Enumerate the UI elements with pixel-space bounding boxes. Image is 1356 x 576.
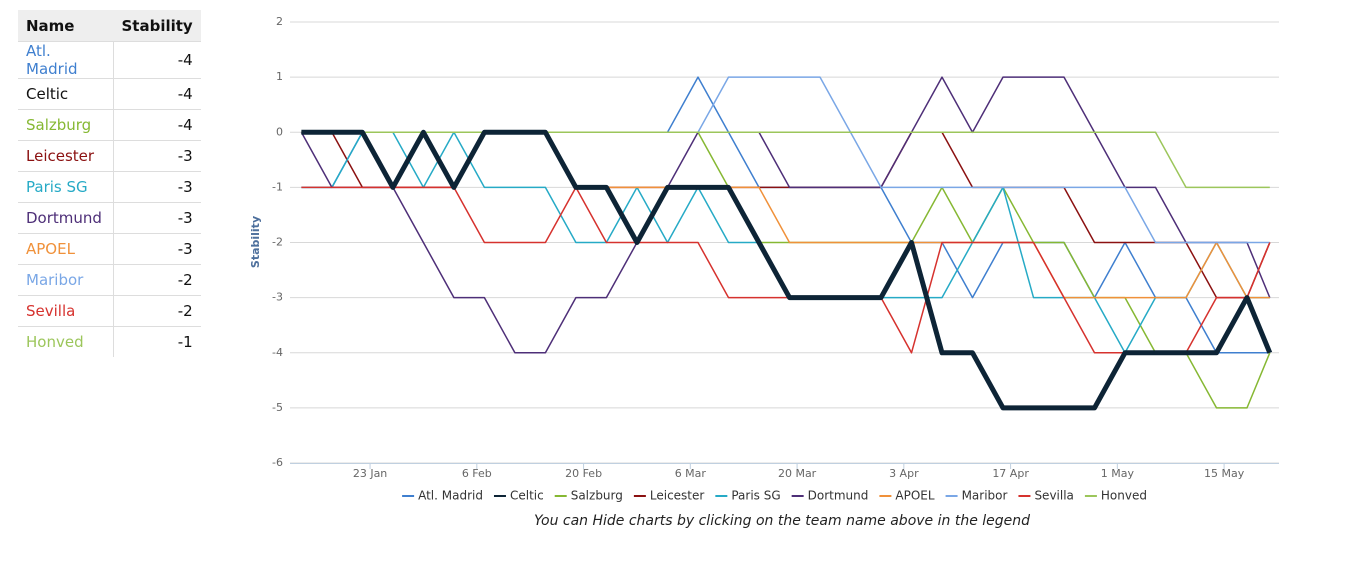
- team-name: APOEL: [18, 233, 114, 265]
- table-row: Paris SG -3: [18, 171, 201, 203]
- stability-value: -2: [113, 264, 201, 296]
- table-row: Maribor -2: [18, 264, 201, 296]
- legend: Atl. Madrid Celtic Salzburg Leicester Paris …: [402, 489, 1147, 503]
- table-row: Atl. Madrid -4: [18, 41, 201, 79]
- team-name: Celtic: [18, 78, 114, 110]
- series-line: [301, 76, 1270, 244]
- header-cell: Name: [18, 10, 114, 42]
- stability-value: -4: [113, 78, 201, 110]
- team-name: Salzburg: [18, 109, 114, 141]
- x-tick-label: 3 Apr: [889, 467, 919, 480]
- y-tick-label: 0: [276, 125, 283, 138]
- y-tick-label: 2: [276, 15, 283, 28]
- header-row: Name Stability: [18, 10, 201, 42]
- stability-value: -3: [113, 140, 201, 172]
- y-tick-label: -5: [272, 401, 283, 414]
- y-tick-label: -3: [272, 291, 283, 304]
- series-line: [300, 76, 1271, 354]
- legend-label: Salzburg: [571, 489, 623, 503]
- table-row: Sevilla -2: [18, 295, 201, 327]
- y-tick-label: 1: [276, 70, 283, 83]
- series-line: [301, 129, 1273, 411]
- series-line: [301, 76, 1270, 354]
- y-tick-label: -6: [272, 456, 283, 469]
- legend-label: Atl. Madrid: [418, 489, 483, 503]
- x-tick-label: 6 Mar: [675, 467, 707, 480]
- legend-item[interactable]: Paris SG: [715, 489, 781, 503]
- x-tick-label: 6 Feb: [462, 467, 492, 480]
- x-tick-label: 23 Jan: [353, 467, 387, 480]
- legend-item[interactable]: Leicester: [633, 489, 705, 503]
- legend-label: Leicester: [650, 489, 705, 503]
- stability-value: -3: [113, 202, 201, 234]
- x-tick-label: 17 Apr: [992, 467, 1029, 480]
- table-row: APOEL -3: [18, 233, 201, 265]
- legend-item[interactable]: Dortmund: [791, 489, 869, 503]
- table-row: Leicester -3: [18, 140, 201, 172]
- x-tick-label: 20 Feb: [565, 467, 602, 480]
- note: You can Hide charts by clicking on the t…: [534, 513, 1030, 529]
- team-name: Paris SG: [18, 171, 114, 203]
- series-line: [301, 131, 1271, 299]
- legend-label: APOEL: [895, 489, 934, 503]
- team-name: Sevilla: [18, 295, 114, 327]
- legend-label: Paris SG: [731, 489, 780, 503]
- legend-item[interactable]: Atl. Madrid: [402, 489, 483, 503]
- stability-table: Name Stability Atl. Madrid -4 Celtic -4 Salz…: [18, 10, 201, 357]
- table-row: Dortmund -3: [18, 202, 201, 234]
- table-row: Celtic -4: [18, 78, 201, 110]
- team-name: Honved: [18, 326, 114, 357]
- team-name: Leicester: [18, 140, 114, 172]
- y-tick-label: -1: [272, 180, 283, 193]
- legend-item[interactable]: Celtic: [493, 489, 544, 503]
- y-tick-label: -4: [272, 346, 283, 359]
- stability-value: -1: [113, 326, 201, 357]
- stability-value: -4: [113, 41, 201, 79]
- legend-item[interactable]: Sevilla: [1018, 489, 1074, 503]
- stability-value: -4: [113, 109, 201, 141]
- stability-value: -2: [113, 295, 201, 327]
- legend-item[interactable]: Maribor: [945, 489, 1008, 503]
- x-tick-label: 20 Mar: [778, 467, 817, 480]
- series-line: [301, 131, 1270, 299]
- team-name: Dortmund: [18, 202, 114, 234]
- legend-label: Honved: [1101, 489, 1147, 503]
- legend-item[interactable]: APOEL: [879, 489, 935, 503]
- legend-label: Maribor: [962, 489, 1008, 503]
- x-tick-label: 15 May: [1204, 467, 1245, 480]
- table-row: Honved -1: [18, 326, 201, 357]
- table-row: Salzburg -4: [18, 109, 201, 141]
- legend-label: Dortmund: [808, 489, 869, 503]
- legend-item[interactable]: Honved: [1084, 489, 1147, 503]
- header-cell: Stability: [113, 10, 201, 42]
- series-line: [301, 186, 1271, 354]
- x-tick-label: 1 May: [1101, 467, 1135, 480]
- team-name: Maribor: [18, 264, 114, 296]
- series-line: [301, 131, 1270, 189]
- y-tick-label: -2: [272, 236, 283, 249]
- legend-label: Sevilla: [1034, 489, 1073, 503]
- stability-value: -3: [113, 233, 201, 265]
- team-name: Atl. Madrid: [18, 41, 114, 79]
- legend-label: Celtic: [510, 489, 544, 503]
- y-axis-title: Stability: [249, 216, 262, 268]
- stability-value: -3: [113, 171, 201, 203]
- legend-item[interactable]: Salzburg: [554, 489, 623, 503]
